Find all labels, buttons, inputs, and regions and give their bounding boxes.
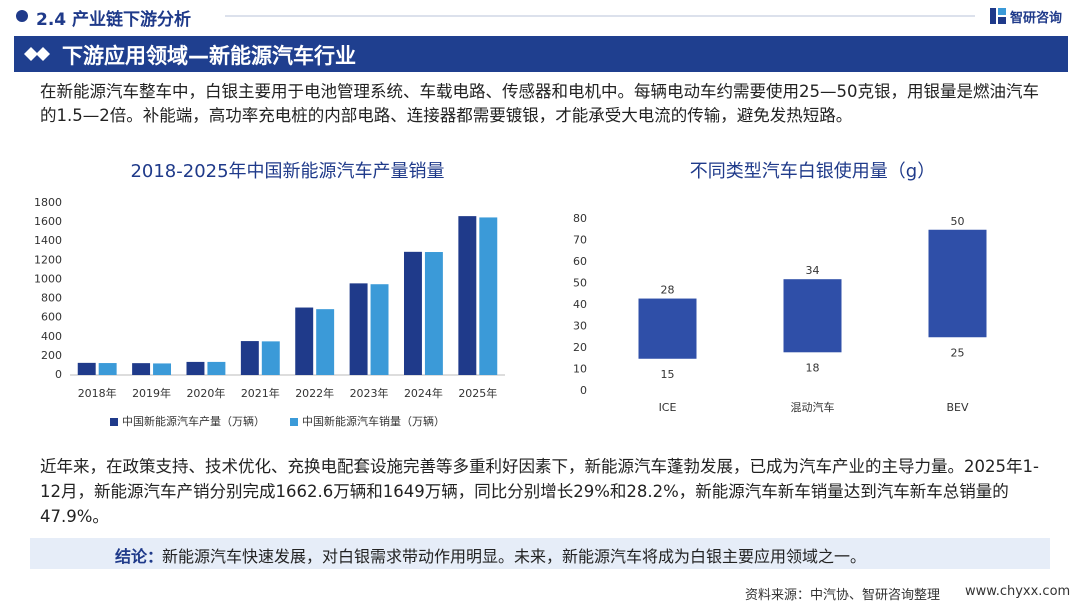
conclusion-label: 结论：	[115, 547, 164, 566]
x-tick-label: BEV	[946, 401, 968, 414]
bar	[153, 363, 172, 375]
bar	[207, 361, 226, 375]
bar	[261, 341, 280, 375]
bar	[240, 341, 259, 375]
x-tick-label: 2018年	[78, 386, 117, 400]
bar	[424, 252, 443, 375]
y-tick-label: 30	[573, 320, 587, 333]
conclusion-text: 新能源汽车快速发展，对白银需求带动作用明显。未来，新能源汽车将成为白银主要应用领…	[162, 547, 867, 566]
bar	[349, 283, 368, 375]
bar	[316, 309, 335, 375]
data-label: 34	[806, 264, 820, 277]
source: 资料来源：中汽协、智研咨询整理	[745, 588, 941, 603]
y-tick-label: 50	[573, 277, 587, 290]
bar	[638, 298, 697, 359]
y-tick-label: 10	[573, 363, 587, 376]
data-label: 15	[661, 368, 675, 381]
section-dot	[16, 10, 28, 22]
bar	[458, 216, 477, 375]
bar	[186, 361, 205, 375]
y-tick-label: 800	[41, 292, 62, 305]
conclusion-box	[30, 538, 1050, 569]
banner-title: 下游应用领域—新能源汽车行业	[62, 44, 356, 68]
chart-title: 不同类型汽车白银使用量（g）	[690, 161, 935, 182]
y-tick-label: 200	[41, 349, 62, 362]
y-tick-label: 80	[573, 212, 587, 225]
paragraph: 近年来，在政策支持、技术优化、充换电配套设施完善等多重利好因素下，新能源汽车蓬勃…	[40, 457, 1039, 526]
y-tick-label: 1400	[34, 234, 62, 247]
bar	[403, 251, 422, 375]
y-tick-label: 600	[41, 311, 62, 324]
x-tick-label: 2023年	[350, 386, 389, 400]
y-tick-label: 400	[41, 330, 62, 343]
data-label: 25	[951, 346, 965, 359]
section-title: 2.4 产业链下游分析	[36, 10, 192, 30]
x-tick-label: 2020年	[186, 386, 225, 400]
y-tick-label: 0	[580, 384, 587, 397]
bar	[295, 307, 314, 375]
banner-icon	[24, 47, 50, 61]
x-tick-label: 混动汽车	[791, 400, 835, 414]
bar	[132, 363, 151, 375]
banner	[14, 36, 1068, 72]
logo-text: 智研咨询	[1010, 11, 1063, 26]
legend-swatch	[110, 418, 118, 426]
bar	[98, 363, 117, 375]
data-label: 50	[951, 215, 965, 228]
y-tick-label: 20	[573, 341, 587, 354]
y-tick-label: 1200	[34, 253, 62, 266]
chart-title: 2018-2025年中国新能源汽车产量销量	[130, 161, 444, 182]
x-tick-label: 2024年	[404, 386, 443, 400]
y-tick-label: 1000	[34, 272, 62, 285]
website: www.chyxx.com	[965, 584, 1071, 599]
legend-swatch	[290, 418, 298, 426]
x-tick-label: 2021年	[241, 386, 280, 400]
bar	[928, 229, 987, 338]
y-tick-label: 70	[573, 234, 587, 247]
legend-label: 中国新能源汽车销量（万辆）	[302, 414, 445, 428]
bar	[370, 284, 389, 375]
y-tick-label: 1600	[34, 215, 62, 228]
data-label: 18	[806, 361, 820, 374]
logo-icon	[990, 8, 1006, 24]
x-tick-label: 2019年	[132, 386, 171, 400]
y-tick-label: 40	[573, 298, 587, 311]
x-tick-label: ICE	[659, 401, 677, 414]
bar	[479, 217, 498, 375]
bar	[77, 362, 96, 375]
paragraph: 在新能源汽车整车中，白银主要用于电池管理系统、车载电路、传感器和电机中。每辆电动…	[40, 82, 1039, 125]
bar	[783, 279, 842, 353]
y-tick-label: 60	[573, 255, 587, 268]
y-tick-label: 1800	[34, 196, 62, 209]
x-tick-label: 2025年	[458, 386, 497, 400]
y-tick-label: 0	[55, 368, 62, 381]
x-tick-label: 2022年	[295, 386, 334, 400]
legend-label: 中国新能源汽车产量（万辆）	[122, 414, 265, 428]
data-label: 28	[661, 284, 675, 297]
